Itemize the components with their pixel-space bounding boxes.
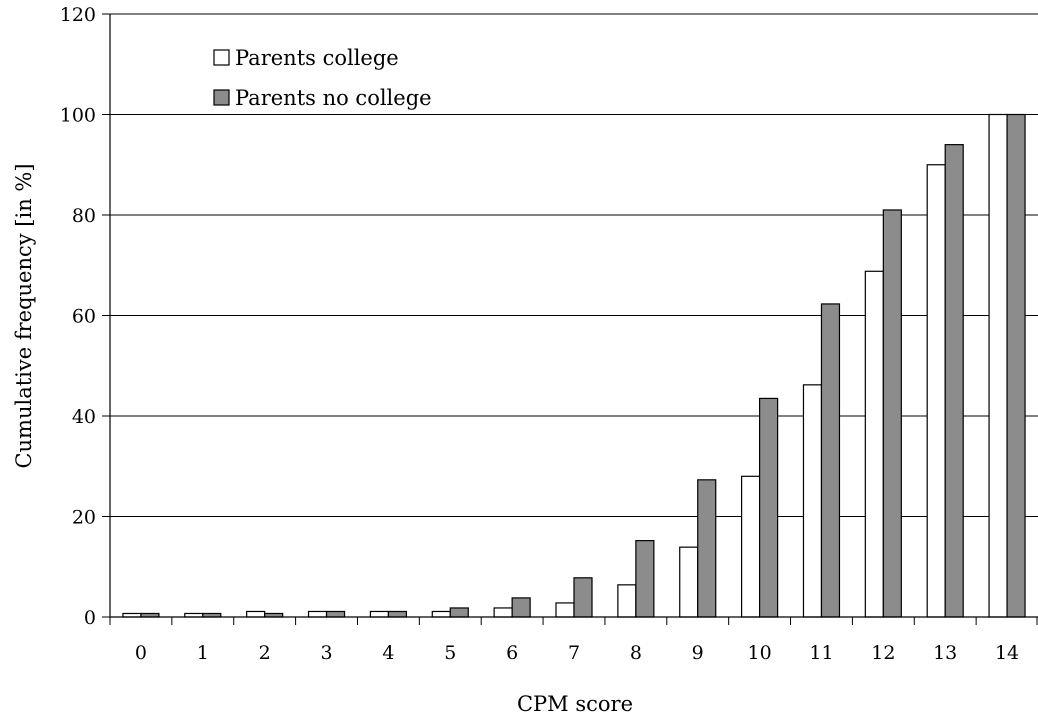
x-tick-label-8: 8 (630, 642, 642, 664)
bar-parents-no-college-7 (573, 577, 593, 618)
x-tick-label-5: 5 (444, 642, 456, 664)
legend-label-parents-no-college: Parents no college (235, 86, 432, 110)
bar-parents-college-13 (926, 164, 946, 618)
bar-parents-college-12 (864, 270, 884, 618)
x-tick-label-2: 2 (259, 642, 271, 664)
x-tick-label-7: 7 (568, 642, 580, 664)
x-tick-label-9: 9 (692, 642, 704, 664)
x-axis-title: CPM score (517, 692, 633, 716)
bar-parents-no-college-12 (882, 209, 902, 618)
bar-parents-no-college-13 (944, 144, 964, 618)
bar-parents-college-3 (307, 610, 328, 618)
bar-parents-no-college-4 (387, 610, 407, 618)
bar-parents-college-8 (617, 584, 637, 618)
bar-parents-college-4 (369, 610, 389, 618)
bar-parents-college-14 (988, 113, 1008, 618)
bar-parents-no-college-8 (635, 540, 655, 618)
bar-parents-no-college-5 (449, 607, 469, 618)
bar-parents-college-2 (246, 610, 266, 618)
bar-parents-no-college-11 (820, 303, 841, 618)
bar-layer (122, 113, 1026, 618)
x-tick-label-1: 1 (197, 642, 209, 664)
bar-parents-no-college-9 (697, 479, 717, 618)
bar-parents-college-6 (493, 607, 513, 618)
x-tick-label-4: 4 (382, 642, 394, 664)
bar-parents-no-college-6 (511, 597, 531, 618)
bar-parents-college-10 (740, 475, 761, 618)
legend-swatch-parents-no-college (213, 89, 230, 106)
x-tick-label-0: 0 (135, 642, 147, 664)
x-tick-label-13: 13 (933, 642, 957, 664)
x-tick-label-3: 3 (320, 642, 332, 664)
x-tick-label-11: 11 (809, 642, 833, 664)
bar-parents-college-7 (555, 602, 575, 618)
x-tick-label-12: 12 (871, 642, 895, 664)
y-tick-label-0: 0 (84, 607, 96, 629)
y-axis-title: Cumulative frequency [in %] (12, 163, 36, 468)
y-tick-label-40: 40 (72, 406, 96, 428)
bar-parents-no-college-3 (325, 610, 346, 618)
axis-layer (102, 13, 1038, 625)
y-tick-label-100: 100 (60, 105, 96, 127)
bar-parents-college-9 (679, 546, 699, 618)
bar-parents-no-college-14 (1006, 113, 1026, 618)
bar-parents-college-5 (431, 610, 451, 618)
bar-parents-no-college-10 (758, 397, 779, 618)
y-tick-label-20: 20 (72, 507, 96, 529)
y-tick-label-120: 120 (60, 4, 96, 26)
x-tick-label-6: 6 (506, 642, 518, 664)
x-tick-label-14: 14 (995, 642, 1019, 664)
y-tick-label-60: 60 (72, 306, 96, 328)
legend-swatch-parents-college (213, 49, 230, 66)
x-tick-label-10: 10 (748, 642, 772, 664)
legend-label-parents-college: Parents college (235, 46, 399, 70)
legend: Parents college Parents no college (213, 46, 432, 110)
bar-parents-college-11 (802, 384, 823, 618)
y-tick-label-80: 80 (72, 205, 96, 227)
